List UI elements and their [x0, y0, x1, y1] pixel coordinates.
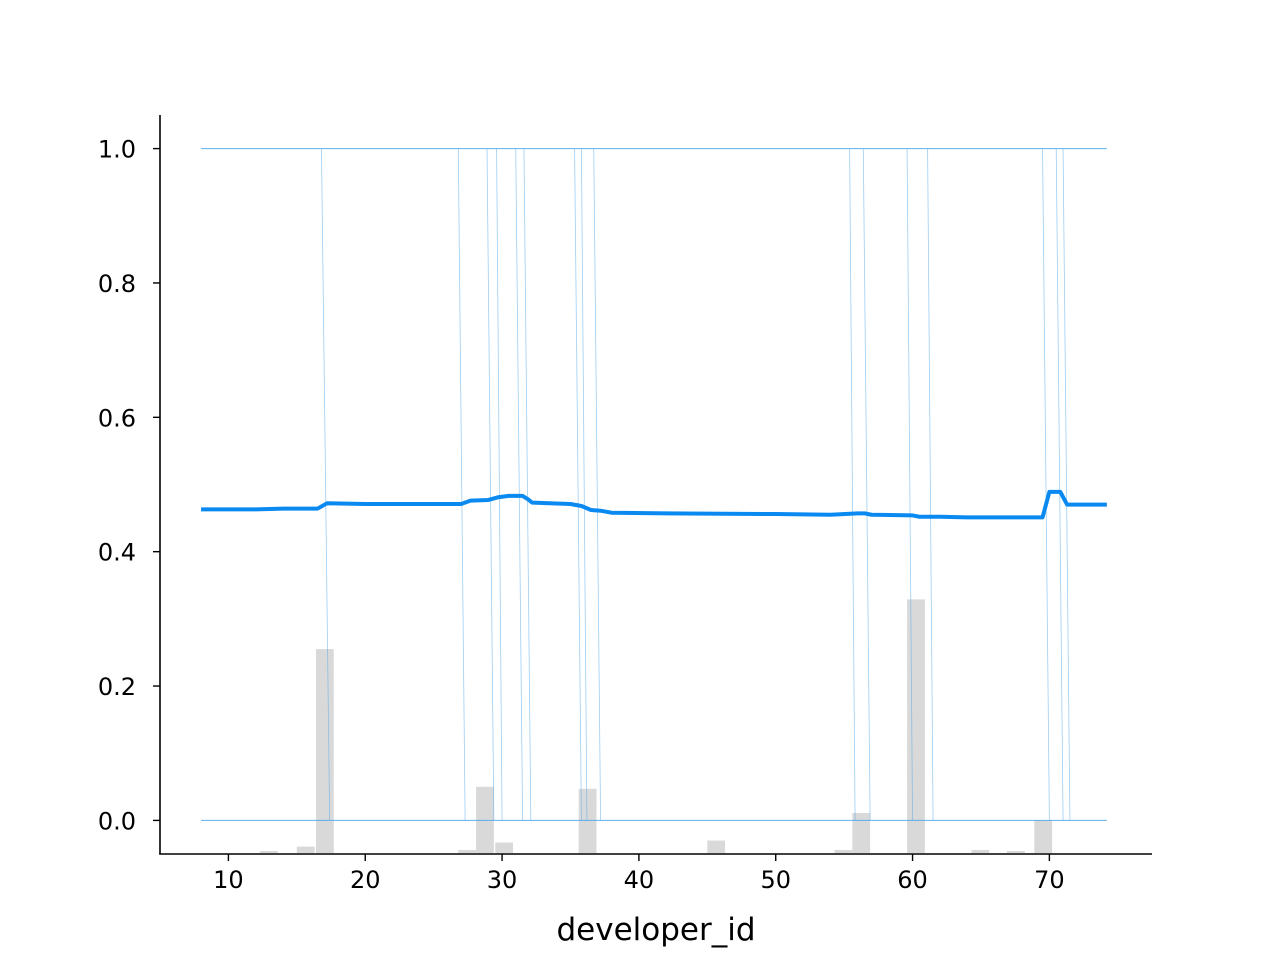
- histogram-bar: [1034, 820, 1053, 853]
- y-tick-label: 0.6: [98, 404, 136, 432]
- x-tick-label: 20: [350, 866, 381, 894]
- x-tick-label: 70: [1034, 866, 1065, 894]
- ice-transition-line: [1055, 148, 1064, 821]
- y-tick-label: 1.0: [98, 136, 136, 164]
- ice-transition-line: [927, 148, 934, 821]
- histogram-bar: [971, 849, 990, 853]
- histogram-bar: [259, 851, 278, 853]
- ice-transition-line: [515, 148, 523, 821]
- histogram-bar: [852, 813, 871, 853]
- x-axis-title: developer_id: [556, 912, 755, 948]
- ice-transition-line: [581, 148, 588, 821]
- histogram-bar: [707, 840, 726, 853]
- histogram-bar: [495, 842, 514, 853]
- ice-transition-line: [457, 148, 466, 821]
- histogram-bar: [315, 649, 334, 853]
- histogram-bar: [458, 849, 477, 853]
- histogram-bar: [834, 849, 853, 853]
- ice-transition-line: [862, 148, 871, 821]
- histogram-bar: [1006, 851, 1025, 853]
- ice-transition-line: [1062, 148, 1071, 821]
- x-tick-label: 50: [760, 866, 791, 894]
- ice-transition-line: [496, 148, 503, 821]
- x-tick-label: 30: [487, 866, 518, 894]
- ice-transition-line: [906, 148, 913, 821]
- y-tick-label: 0.4: [98, 539, 136, 567]
- histogram-bar: [907, 599, 925, 853]
- histogram-bar: [296, 846, 315, 853]
- average-line-layer: [201, 489, 1107, 520]
- y-tick-label: 0.2: [98, 673, 136, 701]
- ice-transition-line: [523, 148, 532, 821]
- y-ticks: 0.0 0.2 0.4 0.6 0.8 1.0: [98, 136, 160, 835]
- x-tick-label: 60: [897, 866, 928, 894]
- x-tick-label: 10: [213, 866, 244, 894]
- ice-transition-line: [486, 148, 495, 821]
- x-tick-label: 40: [624, 866, 655, 894]
- ice-transition-line: [321, 148, 331, 821]
- y-tick-label: 0.8: [98, 270, 136, 298]
- axes: [159, 115, 1152, 855]
- average-pdp-line: [201, 489, 1107, 520]
- ice-transition-line: [593, 148, 601, 821]
- histogram-bar: [578, 788, 597, 853]
- y-tick-label: 0.0: [98, 807, 136, 835]
- histogram-bar: [476, 786, 494, 853]
- x-ticks: 10 20 30 40 50 60 70: [213, 854, 1065, 894]
- ice-transition-line: [574, 148, 582, 821]
- ice-transition-line: [1042, 148, 1050, 821]
- ice-transition-line: [849, 148, 856, 821]
- ice-lines-layer: [201, 148, 1107, 821]
